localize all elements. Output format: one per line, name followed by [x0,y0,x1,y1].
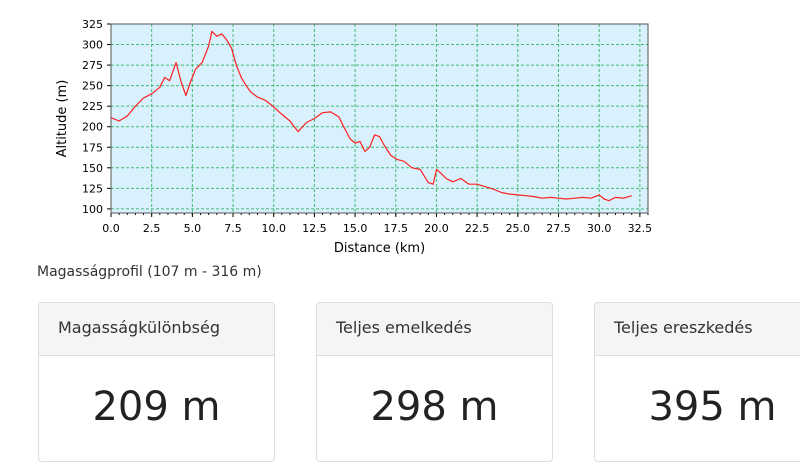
y-tick-label: 100 [82,203,103,216]
stat-title-total-ascent: Teljes emelkedés [317,303,552,356]
x-tick-label: 25.0 [506,222,531,235]
x-tick-label: 20.0 [424,222,449,235]
elevation-series-line [110,30,632,202]
y-tick-label: 175 [82,141,103,154]
x-tick-label: 15.0 [343,222,368,235]
x-tick-label: 32.5 [628,222,653,235]
y-tick-label: 325 [82,18,103,31]
x-tick-label: 12.5 [302,222,327,235]
x-tick-label: 30.0 [587,222,612,235]
x-tick-label: 27.5 [546,222,571,235]
y-tick-label: 275 [82,59,103,72]
stat-card-total-ascent: Teljes emelkedés 298 m [316,302,553,462]
elevation-profile-caption: Magasságprofil (107 m - 316 m) [37,264,262,280]
stat-value-total-descent: 395 m [648,384,777,430]
stat-title-elevation-difference: Magasságkülönbség [39,303,274,356]
y-axis-title: Altitude (m) [55,80,70,158]
plot-border [110,23,649,214]
stat-card-total-descent: Teljes ereszkedés 395 m [594,302,800,462]
y-tick-label: 150 [82,162,103,175]
stat-value-elevation-difference: 209 m [92,384,221,430]
x-tick-label: 22.5 [465,222,490,235]
y-tick-label: 300 [82,39,103,52]
x-axis-title: Distance (km) [334,241,425,256]
y-tick-label: 125 [82,182,103,195]
stat-value-total-ascent: 298 m [370,384,499,430]
y-tick-label: 225 [82,100,103,113]
x-tick-label: 7.5 [224,222,242,235]
x-tick-label: 10.0 [261,222,286,235]
x-tick-label: 0.0 [102,222,120,235]
x-tick-label: 2.5 [143,222,161,235]
y-tick-label: 200 [82,121,103,134]
x-tick-label: 17.5 [384,222,409,235]
elevation-chart-svg: 0.0 2.5 5.0 7.5 10.0 12.5 15.0 17.5 20.0 22.5 25.0… [55,18,653,256]
elevation-chart: 0.0 2.5 5.0 7.5 10.0 12.5 15.0 17.5 20.0 22.5 25.0… [55,18,653,256]
stat-title-total-descent: Teljes ereszkedés [595,303,800,356]
y-tick-label: 250 [82,80,103,93]
x-tick-label: 5.0 [184,222,202,235]
plot-area [111,24,648,213]
stat-card-elevation-difference: Magasságkülönbség 209 m [38,302,275,462]
